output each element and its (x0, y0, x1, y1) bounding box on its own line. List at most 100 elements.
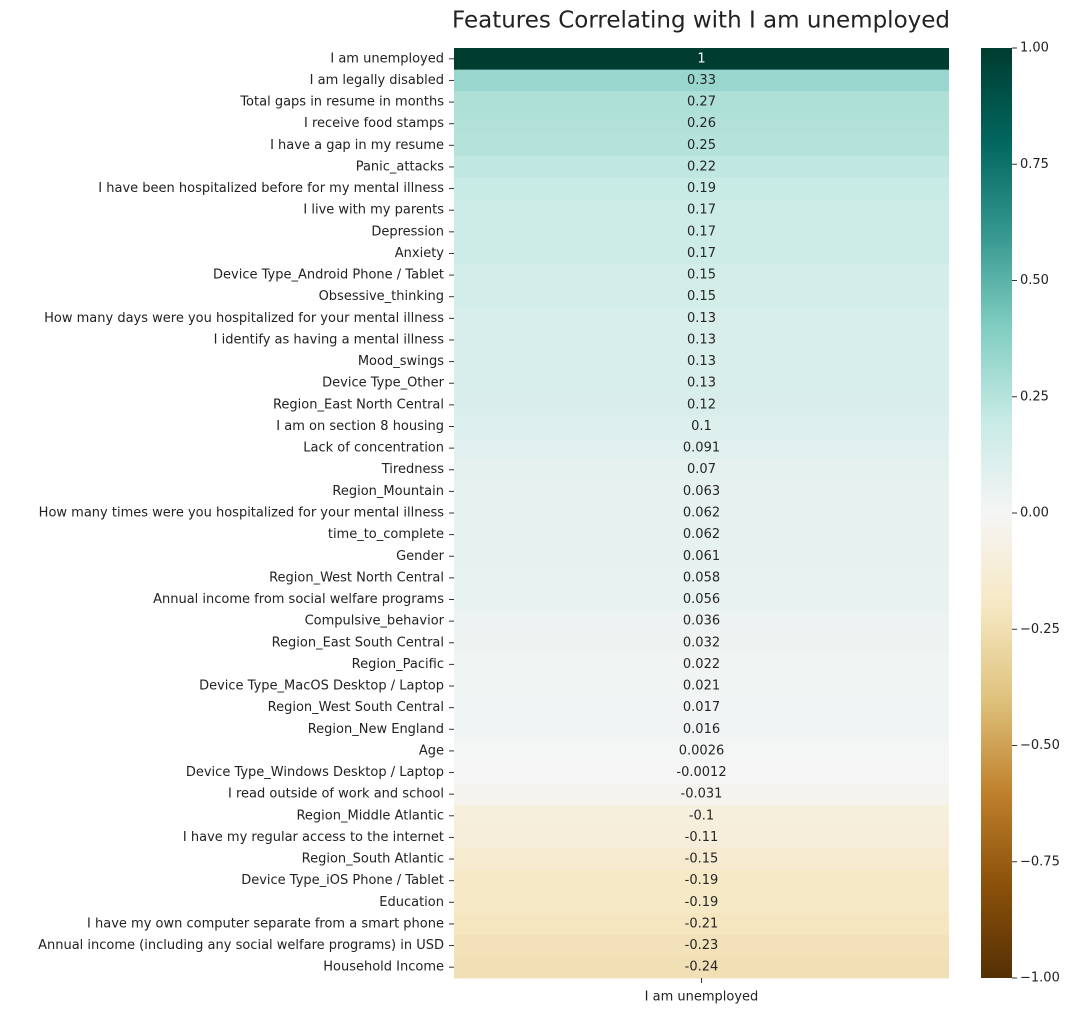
y-tick-label: Region_South Atlantic (302, 852, 444, 867)
cell-label: 0.13 (687, 354, 716, 369)
cell-label: 0.22 (687, 159, 716, 174)
y-tick-label: Age (419, 743, 444, 758)
y-tick-label: Region_West South Central (268, 700, 444, 715)
y-tick-label: Annual income from social welfare progra… (153, 592, 444, 607)
cell-label: 0.022 (683, 657, 720, 672)
y-tick-label: I identify as having a mental illness (214, 332, 445, 347)
y-tick-label: I read outside of work and school (228, 787, 444, 802)
cell-label: 0.063 (683, 484, 720, 499)
heatmap-cell (454, 437, 949, 460)
y-tick-label: Gender (396, 549, 445, 564)
y-tick-label: Annual income (including any social welf… (38, 938, 444, 953)
cell-label: 0.13 (687, 332, 716, 347)
y-tick-label: Region_East North Central (273, 397, 444, 412)
heatmap-cell (454, 329, 949, 352)
colorbar-tick-label: 0.00 (1020, 506, 1049, 521)
cell-label: -0.15 (685, 852, 719, 867)
y-tick-label: Education (379, 895, 444, 910)
heatmap-cell (454, 761, 949, 784)
cell-label: 0.27 (687, 95, 716, 110)
y-tick-label: Device Type_Other (322, 376, 445, 391)
x-tick-label: I am unemployed (645, 990, 759, 1005)
chart-title: Features Correlating with I am unemploye… (452, 8, 950, 34)
cell-label: 0.016 (683, 722, 720, 737)
colorbar-tick-label: 0.50 (1020, 273, 1049, 288)
y-tick-label: Region_West North Central (269, 570, 444, 585)
heatmap-cell (454, 177, 949, 200)
y-tick-label: Region_Mountain (332, 484, 444, 499)
heatmap-cell (454, 502, 949, 525)
y-tick-label: I receive food stamps (304, 116, 444, 131)
heatmap-cell (454, 48, 949, 71)
cell-label: 0.33 (687, 73, 716, 88)
colorbar-tick-label: −0.75 (1020, 854, 1060, 869)
cell-label: 0.25 (687, 138, 716, 153)
y-tick-label: Device Type_Android Phone / Tablet (213, 268, 444, 283)
cell-label: 0.032 (683, 635, 720, 650)
heatmap-cell (454, 913, 949, 936)
heatmap-cell (454, 675, 949, 698)
heatmap-cell (454, 199, 949, 222)
cell-label: -0.21 (685, 916, 719, 931)
heatmap-cell (454, 631, 949, 655)
colorbar-tick-label: 0.75 (1020, 157, 1049, 172)
colorbar-tick-label: 1.00 (1020, 41, 1049, 56)
heatmap-cell (454, 91, 949, 114)
y-tick-label: Panic_attacks (356, 159, 445, 174)
cell-label: 0.13 (687, 311, 716, 326)
cell-label: 0.036 (683, 614, 720, 629)
y-tick-label: Mood_swings (358, 354, 444, 369)
heatmap-cell (454, 523, 949, 546)
cell-label: 0.15 (687, 268, 716, 283)
cell-label: 0.17 (687, 246, 716, 261)
heatmap-cell (454, 567, 949, 590)
y-tick-label: Compulsive_behavior (305, 614, 445, 629)
heatmap-cell (454, 588, 949, 611)
cell-label: -0.11 (685, 830, 719, 845)
y-tick-label: Device Type_iOS Phone / Tablet (241, 873, 444, 888)
cell-label: -0.0012 (676, 765, 726, 780)
cell-label: 0.0026 (679, 743, 725, 758)
cell-label: 0.13 (687, 376, 716, 391)
cell-label: 0.17 (687, 224, 716, 239)
heatmap-cell (454, 134, 949, 157)
heatmap-cell (454, 264, 949, 287)
cell-label: 0.15 (687, 289, 716, 304)
y-tick-label: Anxiety (395, 246, 445, 261)
y-tick-label: Region_East South Central (272, 635, 444, 650)
y-tick-label: time_to_complete (328, 527, 444, 542)
heatmap-cell (454, 956, 949, 979)
y-tick-label: I have been hospitalized before for my m… (98, 181, 444, 196)
cell-label: -0.24 (685, 960, 719, 975)
cell-label: 0.17 (687, 203, 716, 218)
y-tick-label: Obsessive_thinking (319, 289, 444, 304)
heatmap-cell (454, 350, 949, 373)
y-tick-label: Household Income (323, 960, 444, 975)
heatmap-cell (454, 848, 949, 871)
colorbar (981, 48, 1012, 978)
heatmap-cell (454, 934, 949, 957)
colorbar-tick-label: −1.00 (1020, 971, 1060, 986)
colorbar-tick-label: −0.50 (1020, 738, 1060, 753)
cell-label: 0.26 (687, 116, 716, 131)
y-tick-label: Tiredness (381, 462, 444, 477)
y-tick-label: How many days were you hospitalized for … (44, 311, 444, 326)
cell-label: 0.12 (687, 397, 716, 412)
y-tick-label: I have a gap in my resume (270, 138, 444, 153)
heatmap-cell (454, 696, 949, 719)
cell-label: 0.017 (683, 700, 720, 715)
cell-label: -0.19 (685, 873, 719, 888)
cell-label: 0.07 (687, 462, 716, 477)
cell-label: 0.061 (683, 549, 720, 564)
y-tick-label: Depression (371, 224, 444, 239)
cell-label: 0.19 (687, 181, 716, 196)
y-tick-label: How many times were you hospitalized for… (39, 506, 445, 521)
heatmap-cell (454, 869, 949, 892)
heatmap-cell (454, 610, 949, 633)
y-tick-label: I am legally disabled (310, 73, 444, 88)
cell-label: 0.021 (683, 679, 720, 694)
heatmap-cell (454, 156, 949, 179)
cell-label: 0.058 (683, 570, 720, 585)
cell-label: 0.062 (683, 506, 720, 521)
